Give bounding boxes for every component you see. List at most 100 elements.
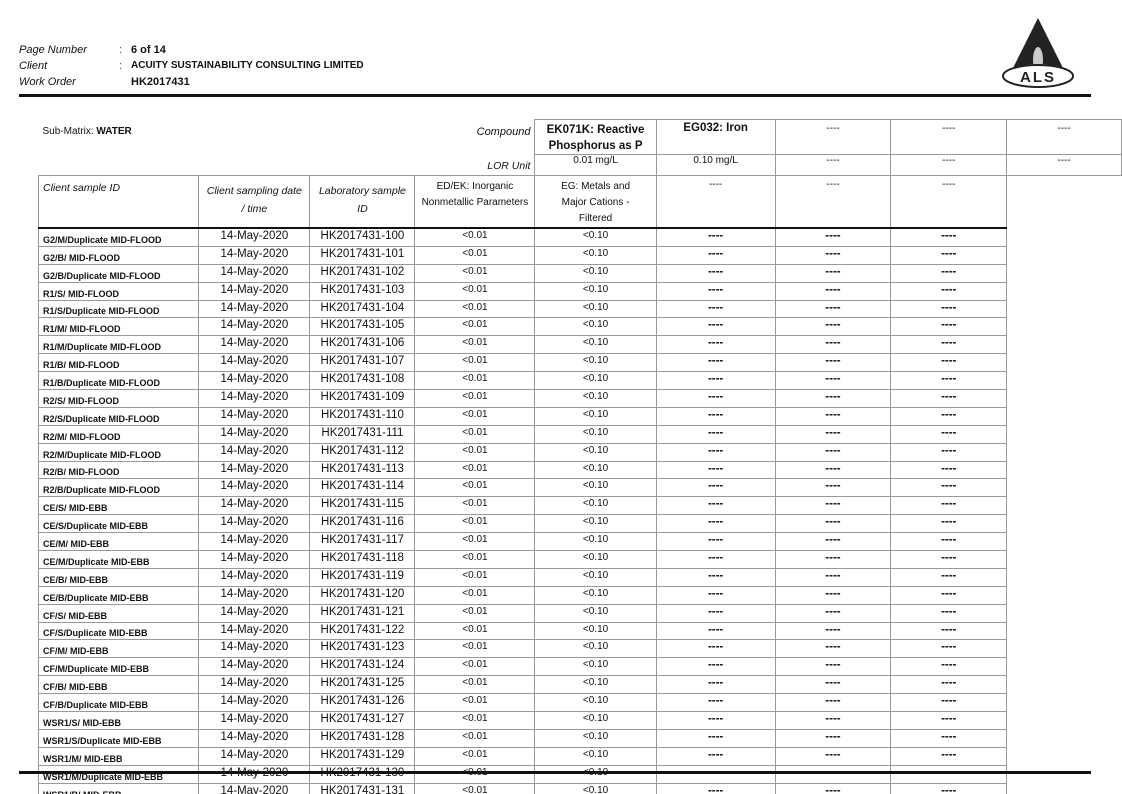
- lab-sample-id: HK2017431-107: [309, 353, 416, 373]
- reactive-phosphorus-value: <0.01: [414, 424, 536, 444]
- empty-value: ----: [655, 424, 776, 444]
- table-row: R2/B/Duplicate MID-FLOOD 14-May-2020 HK201…: [37, 478, 1122, 498]
- empty-value: ----: [890, 585, 1008, 605]
- table-row: WSR1/S/ MID-EBB 14-May-2020 HK2017431-127 <…: [37, 711, 1122, 730]
- client-sample-id: R1/B/Duplicate MID-FLOOD: [37, 371, 200, 391]
- empty-value: ----: [655, 496, 776, 516]
- empty-value: ----: [890, 299, 1008, 319]
- table-row: CE/S/Duplicate MID-EBB 14-May-2020 HK20174…: [37, 514, 1122, 534]
- iron-value: <0.10: [534, 621, 657, 641]
- empty-value: ----: [774, 478, 892, 498]
- empty-value: ----: [774, 353, 892, 373]
- sampling-date: 14-May-2020: [198, 514, 311, 534]
- empty-value: ----: [774, 567, 892, 587]
- compound-header: ----: [890, 119, 1008, 155]
- lab-sample-id: HK2017431-120: [309, 585, 416, 605]
- empty-value: ----: [890, 550, 1008, 569]
- empty-value: ----: [774, 389, 892, 408]
- empty-value: ----: [890, 460, 1008, 480]
- lab-sample-id: HK2017431-106: [309, 335, 416, 355]
- empty-value: ----: [890, 371, 1008, 391]
- client-sample-id: R2/B/ MID-FLOOD: [37, 460, 200, 480]
- table-row: R2/B/ MID-FLOOD 14-May-2020 HK2017431-113 <…: [37, 460, 1122, 480]
- svg-text:ALS: ALS: [1020, 69, 1056, 86]
- sampling-date: 14-May-2020: [198, 245, 311, 265]
- empty-value: ----: [774, 532, 892, 552]
- empty-value: ----: [774, 317, 892, 337]
- empty-value: ----: [890, 657, 1008, 677]
- client-sample-id: WSR1/S/ MID-EBB: [37, 711, 200, 730]
- client-sample-id: R2/B/Duplicate MID-FLOOD: [37, 478, 200, 498]
- empty-value: ----: [774, 603, 892, 623]
- empty-value: ----: [890, 245, 1008, 265]
- work-order-label: Work Order: [19, 76, 76, 88]
- sampling-date: 14-May-2020: [198, 711, 311, 730]
- empty-value: ----: [655, 281, 776, 301]
- results-table: Sub-Matrix: WATER Compound EK071K: React…: [37, 119, 1122, 794]
- table-row: R1/M/Duplicate MID-FLOOD 14-May-2020 HK201…: [37, 335, 1122, 355]
- empty-value: ----: [774, 335, 892, 355]
- empty-value: ----: [655, 764, 776, 784]
- empty-value: ----: [774, 460, 892, 480]
- empty-value: ----: [774, 782, 892, 794]
- method-header: EG: Metals and Major Cations - Filtered: [534, 175, 657, 229]
- table-row: CF/M/ MID-EBB 14-May-2020 HK2017431-123 <0.…: [37, 639, 1122, 659]
- empty-value: ----: [655, 460, 776, 480]
- sampling-date: 14-May-2020: [198, 226, 311, 247]
- reactive-phosphorus-value: <0.01: [414, 460, 536, 480]
- empty-value: ----: [655, 335, 776, 355]
- sampling-date: 14-May-2020: [198, 281, 311, 301]
- client-sample-id: WSR1/M/ MID-EBB: [37, 746, 200, 766]
- lab-sample-id: HK2017431-102: [309, 263, 416, 283]
- client-sample-id: CE/B/ MID-EBB: [37, 567, 200, 587]
- empty-value: ----: [655, 550, 776, 569]
- iron-value: <0.10: [534, 639, 657, 659]
- empty-value: ----: [890, 406, 1008, 426]
- sampling-date: 14-May-2020: [198, 657, 311, 677]
- lor-label: LOR Unit: [487, 159, 531, 172]
- reactive-phosphorus-value: <0.01: [414, 281, 536, 301]
- empty-value: ----: [890, 263, 1008, 283]
- client-sample-id: R2/M/Duplicate MID-FLOOD: [37, 442, 200, 462]
- lab-sample-id: HK2017431-131: [309, 782, 416, 794]
- empty-value: ----: [890, 424, 1008, 444]
- sampling-date: 14-May-2020: [198, 567, 311, 587]
- reactive-phosphorus-value: <0.01: [414, 746, 536, 766]
- empty-value: ----: [774, 675, 892, 695]
- lab-sample-id: HK2017431-129: [309, 746, 416, 766]
- empty-value: ----: [655, 728, 776, 748]
- iron-value: <0.10: [534, 532, 657, 552]
- reactive-phosphorus-value: <0.01: [414, 263, 536, 283]
- empty-value: ----: [655, 693, 776, 713]
- sampling-date: 14-May-2020: [198, 693, 311, 713]
- client-name: ACUITY SUSTAINABILITY CONSULTING LIMITED: [131, 60, 364, 71]
- iron-value: <0.10: [534, 389, 657, 408]
- empty-value: ----: [890, 281, 1008, 301]
- empty-value: ----: [655, 245, 776, 265]
- page-number-label: Page Number: [19, 44, 87, 56]
- empty-value: ----: [890, 532, 1008, 552]
- empty-value: ----: [655, 353, 776, 373]
- lab-sample-id: HK2017431-121: [309, 603, 416, 623]
- empty-value: ----: [655, 299, 776, 319]
- lab-sample-id: HK2017431-113: [309, 460, 416, 480]
- reactive-phosphorus-value: <0.01: [414, 639, 536, 659]
- sampling-date: 14-May-2020: [198, 621, 311, 641]
- empty-value: ----: [774, 406, 892, 426]
- empty-value: ----: [890, 226, 1008, 247]
- iron-value: <0.10: [534, 245, 657, 265]
- client-sample-id: CE/S/ MID-EBB: [37, 496, 200, 516]
- client-sample-id: R2/M/ MID-FLOOD: [37, 424, 200, 444]
- client-sample-id: CE/S/Duplicate MID-EBB: [37, 514, 200, 534]
- colon: :: [119, 60, 123, 72]
- table-row: WSR1/S/Duplicate MID-EBB 14-May-2020 HK201…: [37, 728, 1122, 748]
- lab-sample-id: HK2017431-124: [309, 657, 416, 677]
- iron-value: <0.10: [534, 675, 657, 695]
- sampling-date: 14-May-2020: [198, 550, 311, 569]
- reactive-phosphorus-value: <0.01: [414, 693, 536, 713]
- empty-value: ----: [655, 639, 776, 659]
- reactive-phosphorus-value: <0.01: [414, 496, 536, 516]
- lor-value: ----: [1006, 154, 1122, 176]
- compound-header: ----: [774, 119, 892, 155]
- empty-value: ----: [655, 675, 776, 695]
